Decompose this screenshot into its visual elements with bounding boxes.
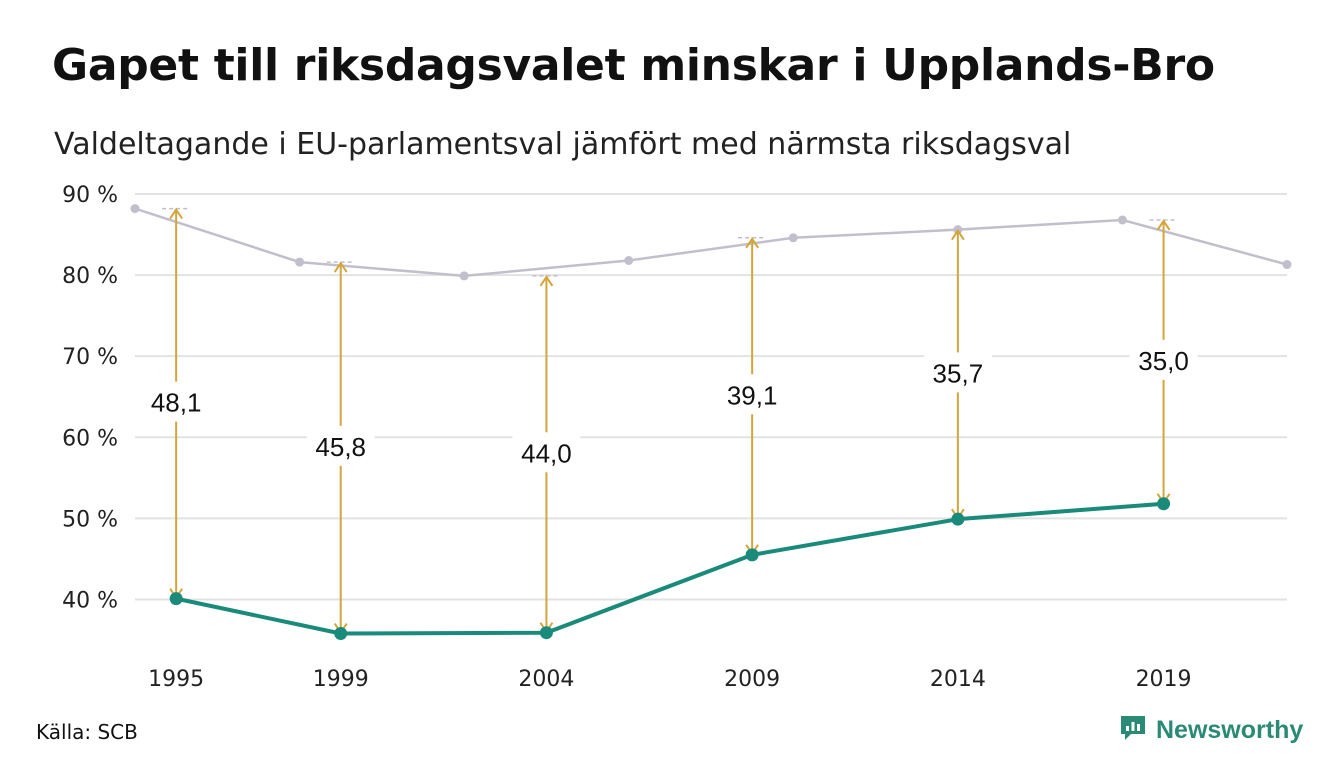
- gap-arrow-head-top: [951, 228, 965, 241]
- gap-arrow-head-top: [745, 236, 759, 249]
- chart-subtitle: Valdeltagande i EU-parlamentsval jämfört…: [54, 127, 1072, 162]
- gap-label-bg: [1129, 339, 1198, 380]
- riksdag-point: [788, 233, 798, 243]
- riksdag-point: [295, 257, 305, 267]
- y-tick-label: 70 %: [62, 345, 118, 370]
- chart-title: Gapet till riksdagsvalet minskar i Uppla…: [52, 40, 1215, 91]
- y-tick-label: 90 %: [62, 183, 118, 208]
- riksdag-point: [624, 255, 634, 265]
- source-note: Källa: SCB: [36, 720, 138, 744]
- x-tick-label: 1999: [313, 667, 369, 692]
- riksdag-point: [1282, 260, 1292, 270]
- eu-point: [169, 592, 183, 606]
- gap-label: 48,1: [151, 388, 202, 418]
- y-tick-label: 50 %: [62, 507, 118, 532]
- gap-label: 35,0: [1138, 346, 1189, 376]
- gap-label: 35,7: [933, 358, 984, 388]
- gap-label-bg: [512, 432, 581, 473]
- gap-label-bg: [718, 374, 787, 415]
- gap-label: 44,0: [521, 438, 572, 468]
- x-tick-label: 2004: [518, 667, 574, 692]
- y-tick-label: 80 %: [62, 264, 118, 289]
- eu-point: [1157, 497, 1171, 511]
- x-tick-label: 2014: [930, 667, 986, 692]
- brand[interactable]: Newsworthy: [1118, 713, 1303, 747]
- gap-label-bg: [142, 381, 211, 422]
- x-tick-label: 2009: [724, 667, 780, 692]
- riksdag-point: [459, 271, 469, 281]
- gap-label: 45,8: [315, 432, 366, 462]
- line-chart: 40 % 50 % 60 % 70 % 80 % 90 % 1995 1999 2004 2009…: [62, 183, 1292, 692]
- gap-arrow-head-top: [539, 275, 554, 287]
- brand-name: Newsworthy: [1156, 715, 1304, 744]
- gap-arrow-head-top: [1156, 219, 1171, 231]
- riksdag-point: [1117, 215, 1127, 225]
- eu-point: [539, 626, 553, 640]
- y-tick-label: 60 %: [62, 426, 118, 451]
- newsworthy-logo-icon: [1118, 713, 1148, 747]
- eu-point: [951, 512, 965, 526]
- eu-point: [334, 627, 348, 641]
- gap-label-bg: [923, 352, 992, 393]
- riksdag-point: [130, 204, 140, 214]
- gap-arrow-head-top: [169, 207, 183, 220]
- riksdag-series-line: [134, 207, 1288, 278]
- eu-series-line: [175, 501, 1164, 636]
- gap-label: 39,1: [727, 380, 778, 410]
- eu-point: [745, 548, 759, 562]
- x-tick-label: 2019: [1136, 667, 1192, 692]
- gap-arrow-head-top: [333, 261, 348, 273]
- x-tick-label: 1995: [148, 667, 204, 692]
- y-tick-label: 40 %: [62, 588, 118, 613]
- gap-label-bg: [306, 425, 375, 466]
